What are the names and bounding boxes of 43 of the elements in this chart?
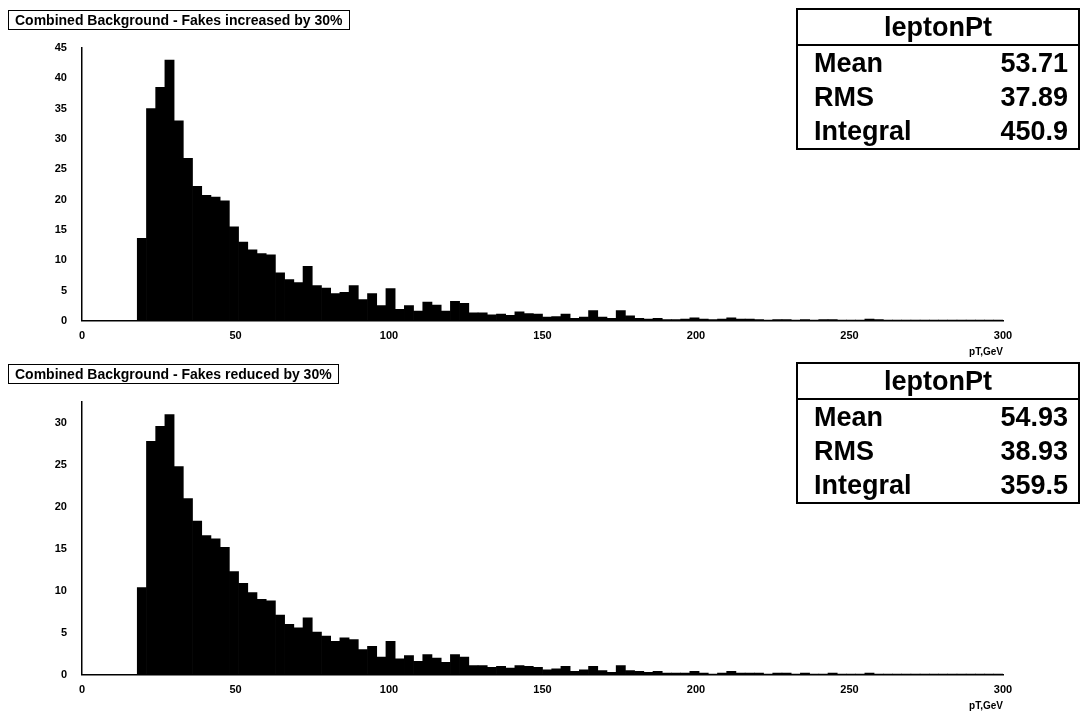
- x-tick-label: 100: [379, 683, 399, 696]
- x-tick-label: 150: [533, 329, 552, 342]
- text: Mean 54.93: [814, 402, 1068, 432]
- x-tick-label: 200: [686, 683, 706, 696]
- y-tick-label: 20: [54, 499, 67, 512]
- y-tick-label: 15: [54, 541, 67, 554]
- text: RMS 37.89: [814, 82, 1068, 112]
- text: Integral 450.9: [814, 116, 1068, 146]
- x-tick-label: 0: [78, 329, 86, 342]
- y-tick-label: 40: [54, 71, 67, 84]
- text: leptonPt: [798, 364, 1078, 400]
- y-tick-label: 0: [60, 667, 67, 680]
- y-tick-label: 25: [54, 457, 67, 470]
- x-tick-label: 100: [379, 329, 399, 342]
- y-tick-label: 30: [54, 416, 67, 429]
- x-tick-label: 200: [686, 329, 706, 342]
- chart-title: Combined Background - Fakes increased by 30%: [8, 10, 350, 30]
- x-tick-label: 300: [993, 683, 1013, 696]
- y-tick-label: 5: [60, 625, 67, 638]
- chart-title: Combined Background - Fakes reduced by 30%: [8, 364, 339, 384]
- x-axis-title: pT,GeV: [969, 345, 1004, 357]
- y-tick-label: 15: [54, 222, 67, 235]
- y-tick-label: 45: [54, 41, 67, 54]
- y-tick-label: 20: [54, 192, 67, 205]
- y-tick-label: 35: [54, 101, 67, 114]
- y-tick-label: 30: [54, 131, 67, 144]
- x-tick-label: 50: [229, 683, 242, 696]
- x-tick-label: 50: [229, 329, 242, 342]
- y-tick-label: 10: [54, 583, 67, 596]
- text: Integral 359.5: [814, 470, 1068, 500]
- x-tick-label: 250: [840, 329, 859, 342]
- y-tick-label: 5: [60, 283, 67, 296]
- x-tick-label: 250: [840, 683, 859, 696]
- y-tick-label: 0: [60, 313, 67, 326]
- x-tick-label: 0: [78, 683, 86, 696]
- text: leptonPt: [798, 10, 1078, 46]
- text: Mean 53.71: [814, 48, 1068, 78]
- x-tick-label: 300: [993, 329, 1013, 342]
- x-tick-label: 150: [533, 683, 552, 696]
- text: RMS 38.93: [814, 436, 1068, 466]
- y-tick-label: 25: [54, 162, 67, 175]
- x-axis-title: pT,GeV: [969, 699, 1004, 711]
- y-tick-label: 10: [54, 253, 67, 266]
